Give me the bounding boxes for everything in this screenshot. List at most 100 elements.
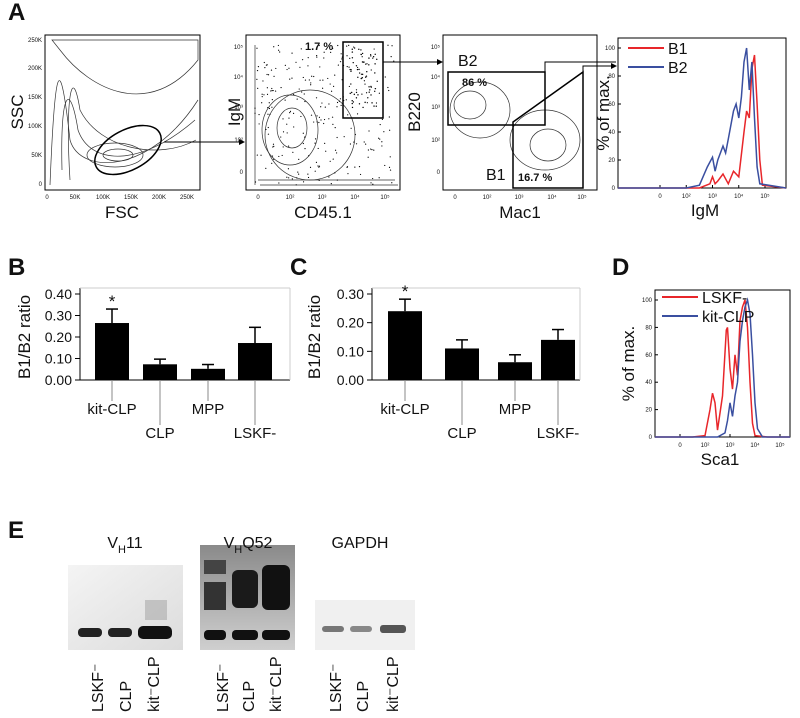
- y-tick-label: 0.30: [337, 286, 364, 302]
- y-tick-label: 10³: [234, 105, 243, 111]
- event-dot: [322, 79, 324, 81]
- event-dot: [360, 77, 362, 80]
- event-dot: [296, 98, 298, 100]
- contour: [276, 107, 308, 149]
- event-dot: [375, 105, 377, 107]
- y-tick-label: 0.20: [337, 315, 364, 331]
- event-dot: [334, 149, 337, 151]
- event-dot: [351, 102, 353, 105]
- event-dot: [307, 57, 309, 59]
- x-tick-label: 10²: [682, 194, 691, 200]
- event-dot: [365, 143, 367, 145]
- event-dot: [356, 66, 359, 69]
- event-dot: [362, 61, 364, 63]
- gate: [342, 41, 384, 119]
- x-axis-label: Sca1: [701, 450, 740, 469]
- event-dot: [335, 152, 338, 154]
- event-dot: [391, 182, 393, 184]
- x-tick-label: 50K: [70, 195, 81, 201]
- y-tick-label: 0.10: [45, 351, 72, 367]
- event-dot: [358, 68, 360, 71]
- y-axis-label: B220: [405, 92, 424, 132]
- x-tick-label: 10³: [515, 195, 524, 201]
- event-dot: [370, 69, 372, 71]
- gel-title-part: Q52: [242, 535, 272, 552]
- y-tick-label: 10⁵: [431, 44, 441, 51]
- event-dot: [289, 78, 291, 80]
- line-series: [655, 297, 790, 438]
- event-dot: [287, 168, 290, 170]
- event-dot: [330, 51, 332, 53]
- event-dot: [256, 78, 258, 80]
- event-dot: [275, 67, 277, 70]
- event-dot: [372, 57, 374, 59]
- event-dot: [354, 166, 356, 168]
- event-dot: [339, 98, 342, 100]
- event-dot: [271, 162, 273, 164]
- event-dot: [318, 179, 320, 181]
- event-dot: [341, 56, 343, 58]
- x-tick-label: 10⁵: [775, 442, 785, 449]
- x-axis-label: Mac1: [499, 203, 541, 222]
- event-dot: [349, 68, 351, 71]
- event-dot: [346, 65, 348, 68]
- event-dot: [318, 44, 320, 47]
- event-dot: [336, 136, 338, 139]
- event-dot: [368, 91, 370, 93]
- x-axis-label: FSC: [105, 203, 139, 222]
- event-dot: [325, 150, 327, 152]
- event-dot: [267, 113, 269, 115]
- event-dot: [334, 172, 336, 174]
- y-axis-label: % of max.: [619, 326, 638, 402]
- gate-label: 86 %: [462, 77, 487, 89]
- event-dot: [363, 141, 365, 143]
- event-dot: [350, 91, 353, 94]
- event-dot: [301, 59, 304, 61]
- event-dot: [384, 76, 386, 78]
- event-dot: [309, 166, 312, 169]
- event-dot: [374, 53, 376, 55]
- y-tick-label: 250K: [28, 38, 42, 44]
- event-dot: [336, 101, 339, 104]
- event-dot: [258, 123, 260, 125]
- event-dot: [315, 161, 318, 163]
- bar: [143, 364, 177, 380]
- event-dot: [270, 69, 273, 71]
- event-dot: [374, 63, 376, 65]
- event-dot: [308, 155, 310, 157]
- band: [232, 630, 258, 640]
- event-dot: [292, 151, 294, 153]
- x-tick-label: 100K: [96, 195, 110, 201]
- annotation: *: [402, 282, 409, 301]
- event-dot: [267, 74, 270, 76]
- lane-label: LSKF⁻: [215, 664, 232, 712]
- event-dot: [353, 46, 355, 48]
- event-dot: [349, 143, 352, 145]
- event-dot: [331, 116, 334, 118]
- event-dot: [355, 65, 358, 67]
- y-tick-label: 10³: [431, 105, 440, 111]
- event-dot: [351, 57, 354, 59]
- y-tick-label: 0.30: [45, 308, 72, 324]
- event-dot: [327, 77, 329, 80]
- flow-contours: [44, 34, 616, 191]
- y-tick-label: 0.40: [45, 286, 72, 302]
- event-dot: [304, 100, 306, 103]
- event-dot: [323, 51, 325, 53]
- event-dot: [254, 181, 257, 183]
- band: [78, 628, 102, 637]
- event-dot: [366, 71, 368, 73]
- panel-label: B: [8, 254, 25, 281]
- event-dot: [393, 60, 395, 62]
- event-dot: [350, 70, 352, 73]
- y-axis-label: B1/B2 ratio: [15, 295, 34, 379]
- event-dot: [299, 66, 301, 68]
- event-dot: [384, 164, 386, 167]
- event-dot: [318, 166, 320, 168]
- contour: [102, 148, 134, 162]
- y-tick-label: 0.00: [45, 372, 72, 388]
- event-dot: [273, 46, 275, 48]
- x-tick-label: 0: [453, 195, 457, 201]
- y-tick-label: 60: [608, 102, 615, 108]
